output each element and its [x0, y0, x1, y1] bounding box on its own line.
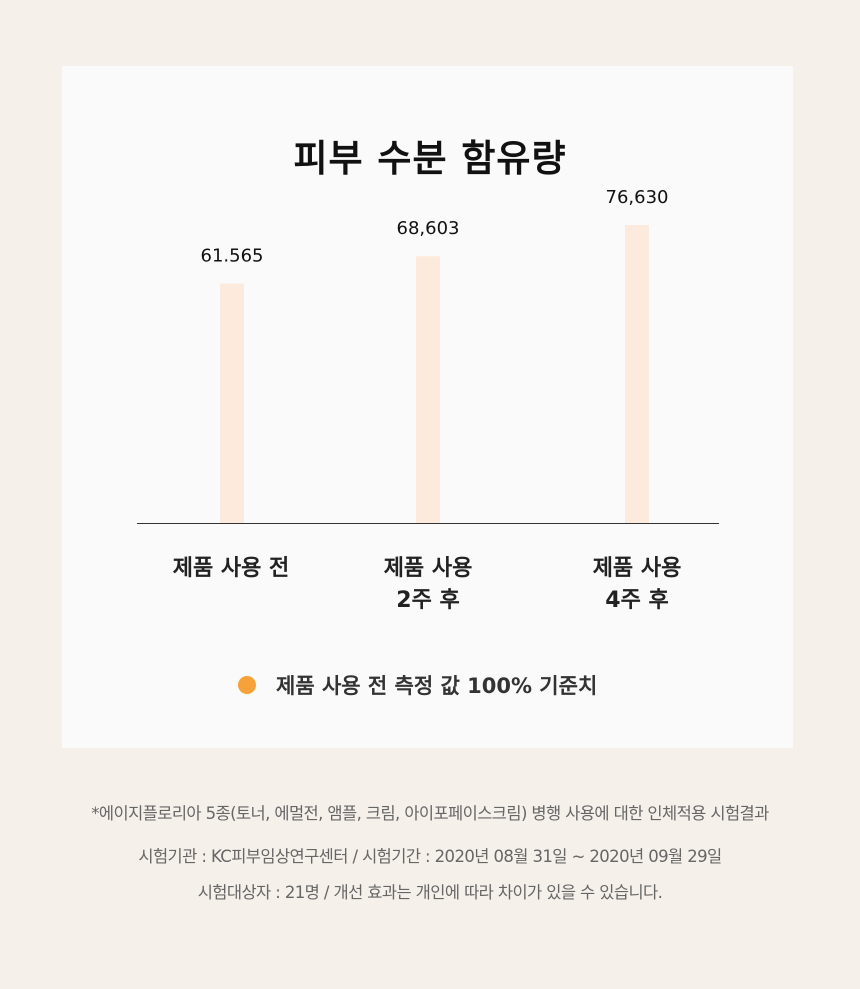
- data-label-before: 61.565: [201, 246, 264, 267]
- data-label-2weeks: 68,603: [397, 218, 460, 239]
- bar-2weeks: [416, 256, 440, 523]
- legend-label: 제품 사용 전 측정 값 100% 기준치: [276, 674, 598, 698]
- bar-before: [220, 283, 244, 523]
- bar-4weeks: [625, 224, 649, 523]
- chart-title: 피부 수분 함유량: [293, 137, 567, 180]
- data-label-4weeks: 76,630: [606, 187, 669, 208]
- footnote-test-institution: 시험기관 : KC피부임상연구센터 / 시험기간 : 2020년 08월 31일…: [138, 847, 722, 866]
- legend: 제품 사용 전 측정 값 100% 기준치: [238, 670, 597, 700]
- footnote-test-result: *에이지플로리아 5종(토너, 에멀전, 앰플, 크림, 아이포페이스크림) 병…: [91, 804, 769, 823]
- x-tick-label-4weeks: 제품 사용 4주 후: [592, 556, 682, 613]
- legend-marker: [238, 676, 256, 694]
- footnote-test-subjects: 시험대상자 : 21명 / 개선 효과는 개인에 따라 차이가 있을 수 있습니…: [197, 883, 663, 902]
- x-tick-label-2weeks: 제품 사용 2주 후: [383, 556, 473, 613]
- x-tick-label-before: 제품 사용 전: [172, 556, 290, 581]
